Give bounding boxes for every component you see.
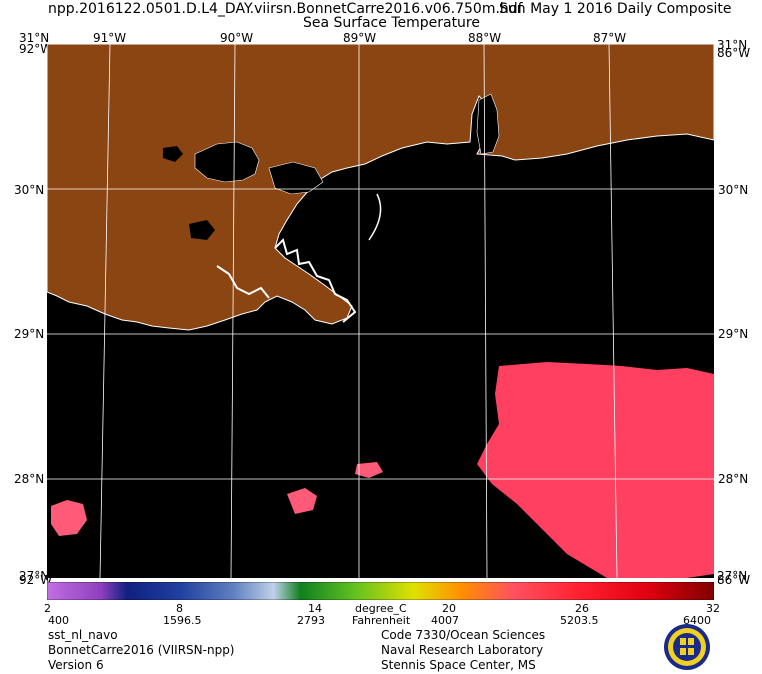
image-filename: npp.2016122.0501.D.L4_DAY.viirsn.BonnetC…: [48, 1, 523, 17]
cb-unit-fahrenheit: Fahrenheit: [352, 614, 411, 627]
footer-org-code: Code 7330/Ocean Sciences: [381, 628, 546, 642]
cb-unit-celsius: degree_C: [355, 602, 407, 615]
corner-label-bottom-left: 27°N: [19, 569, 50, 583]
warm-sst-plume: [477, 362, 714, 578]
footer-version: Version 6: [48, 658, 104, 672]
footer-project-name: BonnetCarre2016 (VIIRSN-npp): [48, 643, 235, 657]
warm-sst-patch-sw: [51, 500, 87, 536]
cb-tick-c-8: 8: [176, 602, 183, 615]
lon-label-top-87w: 87°W: [593, 31, 627, 45]
composite-date: Sun May 1 2016 Daily Composite: [499, 1, 732, 17]
lake-pontchartrain: [194, 141, 260, 183]
land-mass: [47, 44, 714, 331]
lon-label-top-88w: 88°W: [468, 31, 502, 45]
cb-tick-f-4007: 4007: [431, 614, 459, 627]
cb-tick-c-14: 14: [308, 602, 322, 615]
cb-tick-c-2: 2: [44, 602, 51, 615]
chandeleur-islands: [368, 193, 382, 241]
warm-sst-patch-mid: [355, 462, 383, 478]
graticule: [47, 44, 714, 578]
lat-label-left-29n: 29°N: [14, 327, 45, 341]
corner-label-top-left: 31°N: [19, 31, 50, 45]
corner-label-bottom-right: 27°N: [717, 569, 748, 583]
lat-label-right-30n: 30°N: [718, 183, 749, 197]
corner-lon-top-left: 92°W: [19, 42, 53, 56]
product-title: Sea Surface Temperature: [303, 15, 480, 31]
footer-org-name: Naval Research Laboratory: [381, 643, 544, 657]
cb-tick-f-400: 400: [48, 614, 69, 627]
lat-label-left-30n: 30°N: [14, 183, 45, 197]
lat-label-right-28n: 28°N: [718, 472, 749, 486]
sst-map: [47, 44, 714, 578]
mobile-bay: [476, 93, 500, 155]
corner-lon-bottom-right: 86°W: [717, 573, 751, 587]
lon-label-top-90w: 90°W: [220, 31, 254, 45]
cb-tick-f-5203: 5203.5: [560, 614, 599, 627]
lake-maurepas: [163, 146, 183, 162]
corner-lon-top-right: 86°W: [717, 46, 751, 60]
corner-lon-bottom-left: 92°W: [19, 573, 53, 587]
warm-sst-patch-south: [287, 488, 317, 514]
lon-label-top-89w: 89°W: [343, 31, 377, 45]
nrl-seal-logo: [664, 624, 710, 670]
lat-label-right-29n: 29°N: [718, 327, 749, 341]
colorbar: [47, 582, 714, 600]
cb-tick-c-20: 20: [442, 602, 456, 615]
cb-tick-f-6400: 6400: [683, 614, 711, 627]
cb-tick-f-2793: 2793: [297, 614, 325, 627]
cb-tick-c-26: 26: [575, 602, 589, 615]
cb-tick-f-1596: 1596.5: [163, 614, 202, 627]
lake-salvador: [189, 220, 215, 240]
cb-tick-c-32: 32: [706, 602, 720, 615]
corner-label-top-right: 31°N: [717, 38, 748, 52]
delta-coastline: [216, 238, 357, 323]
footer-product-name: sst_nl_navo: [48, 628, 118, 642]
lon-label-top-91w: 91°W: [93, 31, 127, 45]
footer-org-location: Stennis Space Center, MS: [381, 658, 536, 672]
lat-label-left-28n: 28°N: [14, 472, 45, 486]
